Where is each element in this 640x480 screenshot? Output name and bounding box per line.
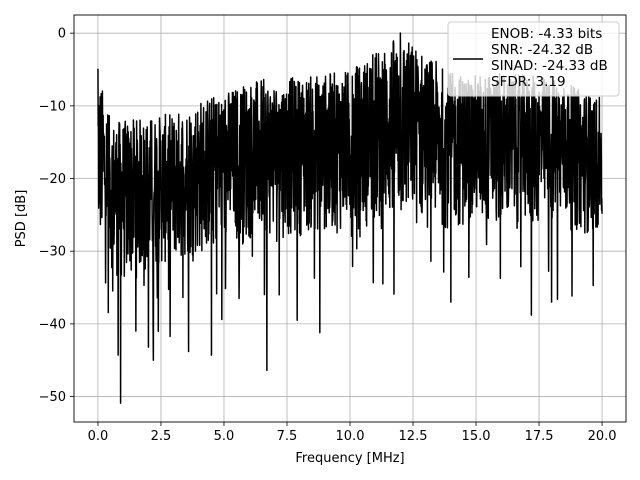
x-tick-label: 7.5 — [277, 429, 298, 444]
x-tick-label: 15.0 — [462, 429, 491, 444]
y-tick-label: −30 — [39, 245, 66, 260]
legend-entry-line: SFDR: 3.19 — [491, 74, 566, 90]
axis-ticks: 0.0 2.5 5.0 7.5 10.0 12.5 15.0 17.5 20.0 0 −10 −20 −… — [39, 27, 617, 444]
x-axis-label: Frequency [MHz] — [295, 451, 404, 466]
y-tick-label: −10 — [39, 99, 66, 114]
x-tick-label: 5.0 — [214, 429, 235, 444]
x-tick-label: 17.5 — [525, 429, 554, 444]
x-tick-label: 0.0 — [88, 429, 109, 444]
x-tick-label: 12.5 — [399, 429, 428, 444]
y-tick-label: −20 — [39, 172, 66, 187]
x-tick-label: 10.0 — [336, 429, 365, 444]
psd-line — [97, 32, 603, 404]
y-tick-label: −50 — [39, 390, 66, 405]
legend-entry-line: SNR: -24.32 dB — [491, 42, 593, 58]
y-axis-label: PSD [dB] — [14, 190, 29, 248]
legend-entry-line: ENOB: -4.33 bits — [491, 26, 602, 42]
x-tick-label: 2.5 — [151, 429, 172, 444]
legend-entry-line: SINAD: -24.33 dB — [491, 58, 608, 74]
x-tick-label: 20.0 — [588, 429, 617, 444]
y-tick-label: −40 — [39, 317, 66, 332]
legend-box — [447, 21, 620, 97]
psd-series — [97, 32, 603, 404]
y-tick-label: 0 — [58, 27, 66, 42]
